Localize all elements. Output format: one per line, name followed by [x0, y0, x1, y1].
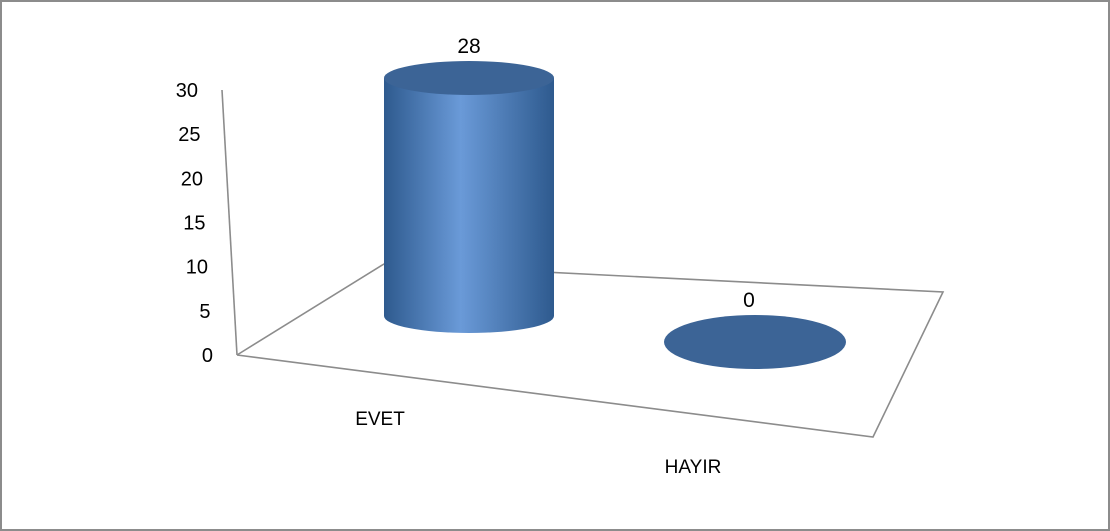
floor-outline — [236, 263, 945, 438]
axes-layer — [221, 89, 945, 438]
bar-top — [384, 61, 554, 95]
category-label: EVET — [355, 409, 405, 430]
y-tick-label: 0 — [202, 345, 213, 367]
data-label: 28 — [457, 35, 480, 58]
category-label: HAYIR — [665, 457, 722, 478]
data-labels: 28 0 — [457, 35, 755, 312]
category-labels: EVET HAYIR — [355, 409, 721, 478]
y-tick-label: 15 — [183, 213, 205, 235]
y-axis-line — [221, 89, 238, 356]
bar-body — [384, 78, 554, 333]
y-tick-label: 20 — [181, 168, 203, 190]
y-tick-label: 30 — [176, 80, 198, 102]
y-tick-label: 25 — [178, 124, 200, 146]
bar-top — [664, 315, 846, 369]
y-tick-label: 10 — [186, 257, 208, 279]
bars-layer — [384, 61, 846, 369]
y-ticks: 0 5 10 15 20 25 30 — [176, 80, 213, 367]
y-tick-label: 5 — [199, 301, 210, 323]
data-label: 0 — [743, 289, 755, 312]
